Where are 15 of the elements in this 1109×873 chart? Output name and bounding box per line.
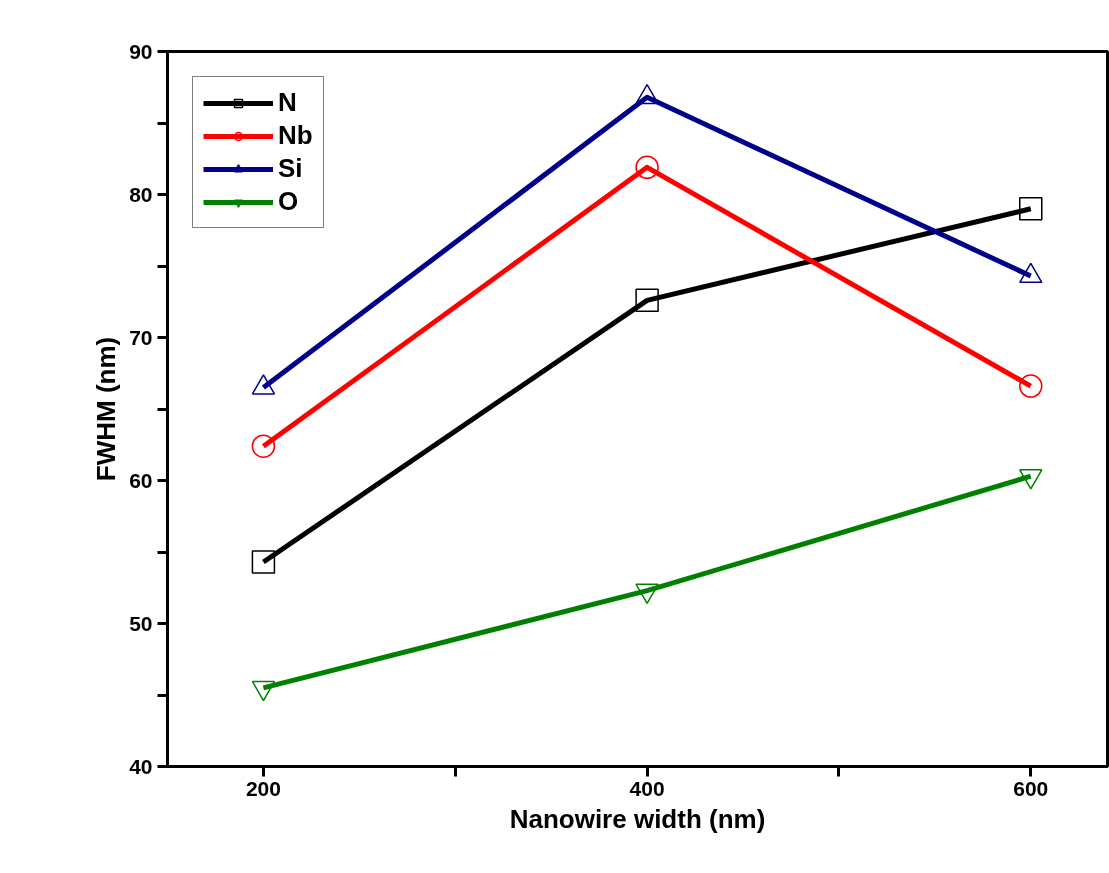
x-tick-label: 600 — [1013, 776, 1049, 800]
legend-label: Nb — [278, 120, 313, 151]
y-tick-label: 50 — [129, 611, 153, 635]
y-tick-label: 70 — [129, 325, 153, 349]
y-tick-label: 90 — [129, 39, 153, 63]
legend-label: Si — [278, 153, 303, 184]
y-tick-label: 40 — [129, 754, 153, 778]
y-tick-label: 60 — [129, 468, 153, 492]
legend-label: N — [278, 87, 298, 118]
legend-label: O — [278, 186, 299, 217]
y-tick-label: 80 — [129, 182, 153, 206]
x-axis-title: Nanowire width (nm) — [509, 803, 766, 834]
x-tick-label: 400 — [629, 776, 665, 800]
y-axis-title: FWHM (nm) — [91, 336, 122, 482]
x-tick-label: 200 — [245, 776, 281, 800]
